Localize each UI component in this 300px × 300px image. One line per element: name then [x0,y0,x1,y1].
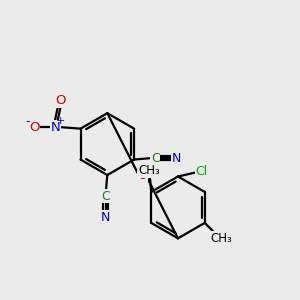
Text: N: N [172,152,181,165]
Text: N: N [51,121,60,134]
Text: O: O [138,169,148,182]
Text: C: C [151,152,160,165]
Text: CH₃: CH₃ [139,164,160,177]
Text: +: + [56,116,65,126]
Text: O: O [56,94,66,107]
Text: N: N [101,211,110,224]
Text: C: C [101,190,110,203]
Text: Cl: Cl [195,165,208,178]
Text: CH₃: CH₃ [211,232,232,245]
Text: O: O [29,121,40,134]
Text: -: - [26,116,30,128]
